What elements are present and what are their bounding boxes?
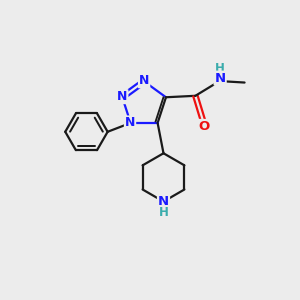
Text: H: H bbox=[159, 206, 168, 219]
Text: N: N bbox=[139, 74, 149, 87]
Text: N: N bbox=[158, 195, 169, 208]
Text: H: H bbox=[215, 62, 225, 75]
Text: N: N bbox=[125, 116, 135, 129]
Text: O: O bbox=[199, 120, 210, 133]
Text: N: N bbox=[117, 90, 128, 103]
Text: N: N bbox=[214, 72, 226, 85]
